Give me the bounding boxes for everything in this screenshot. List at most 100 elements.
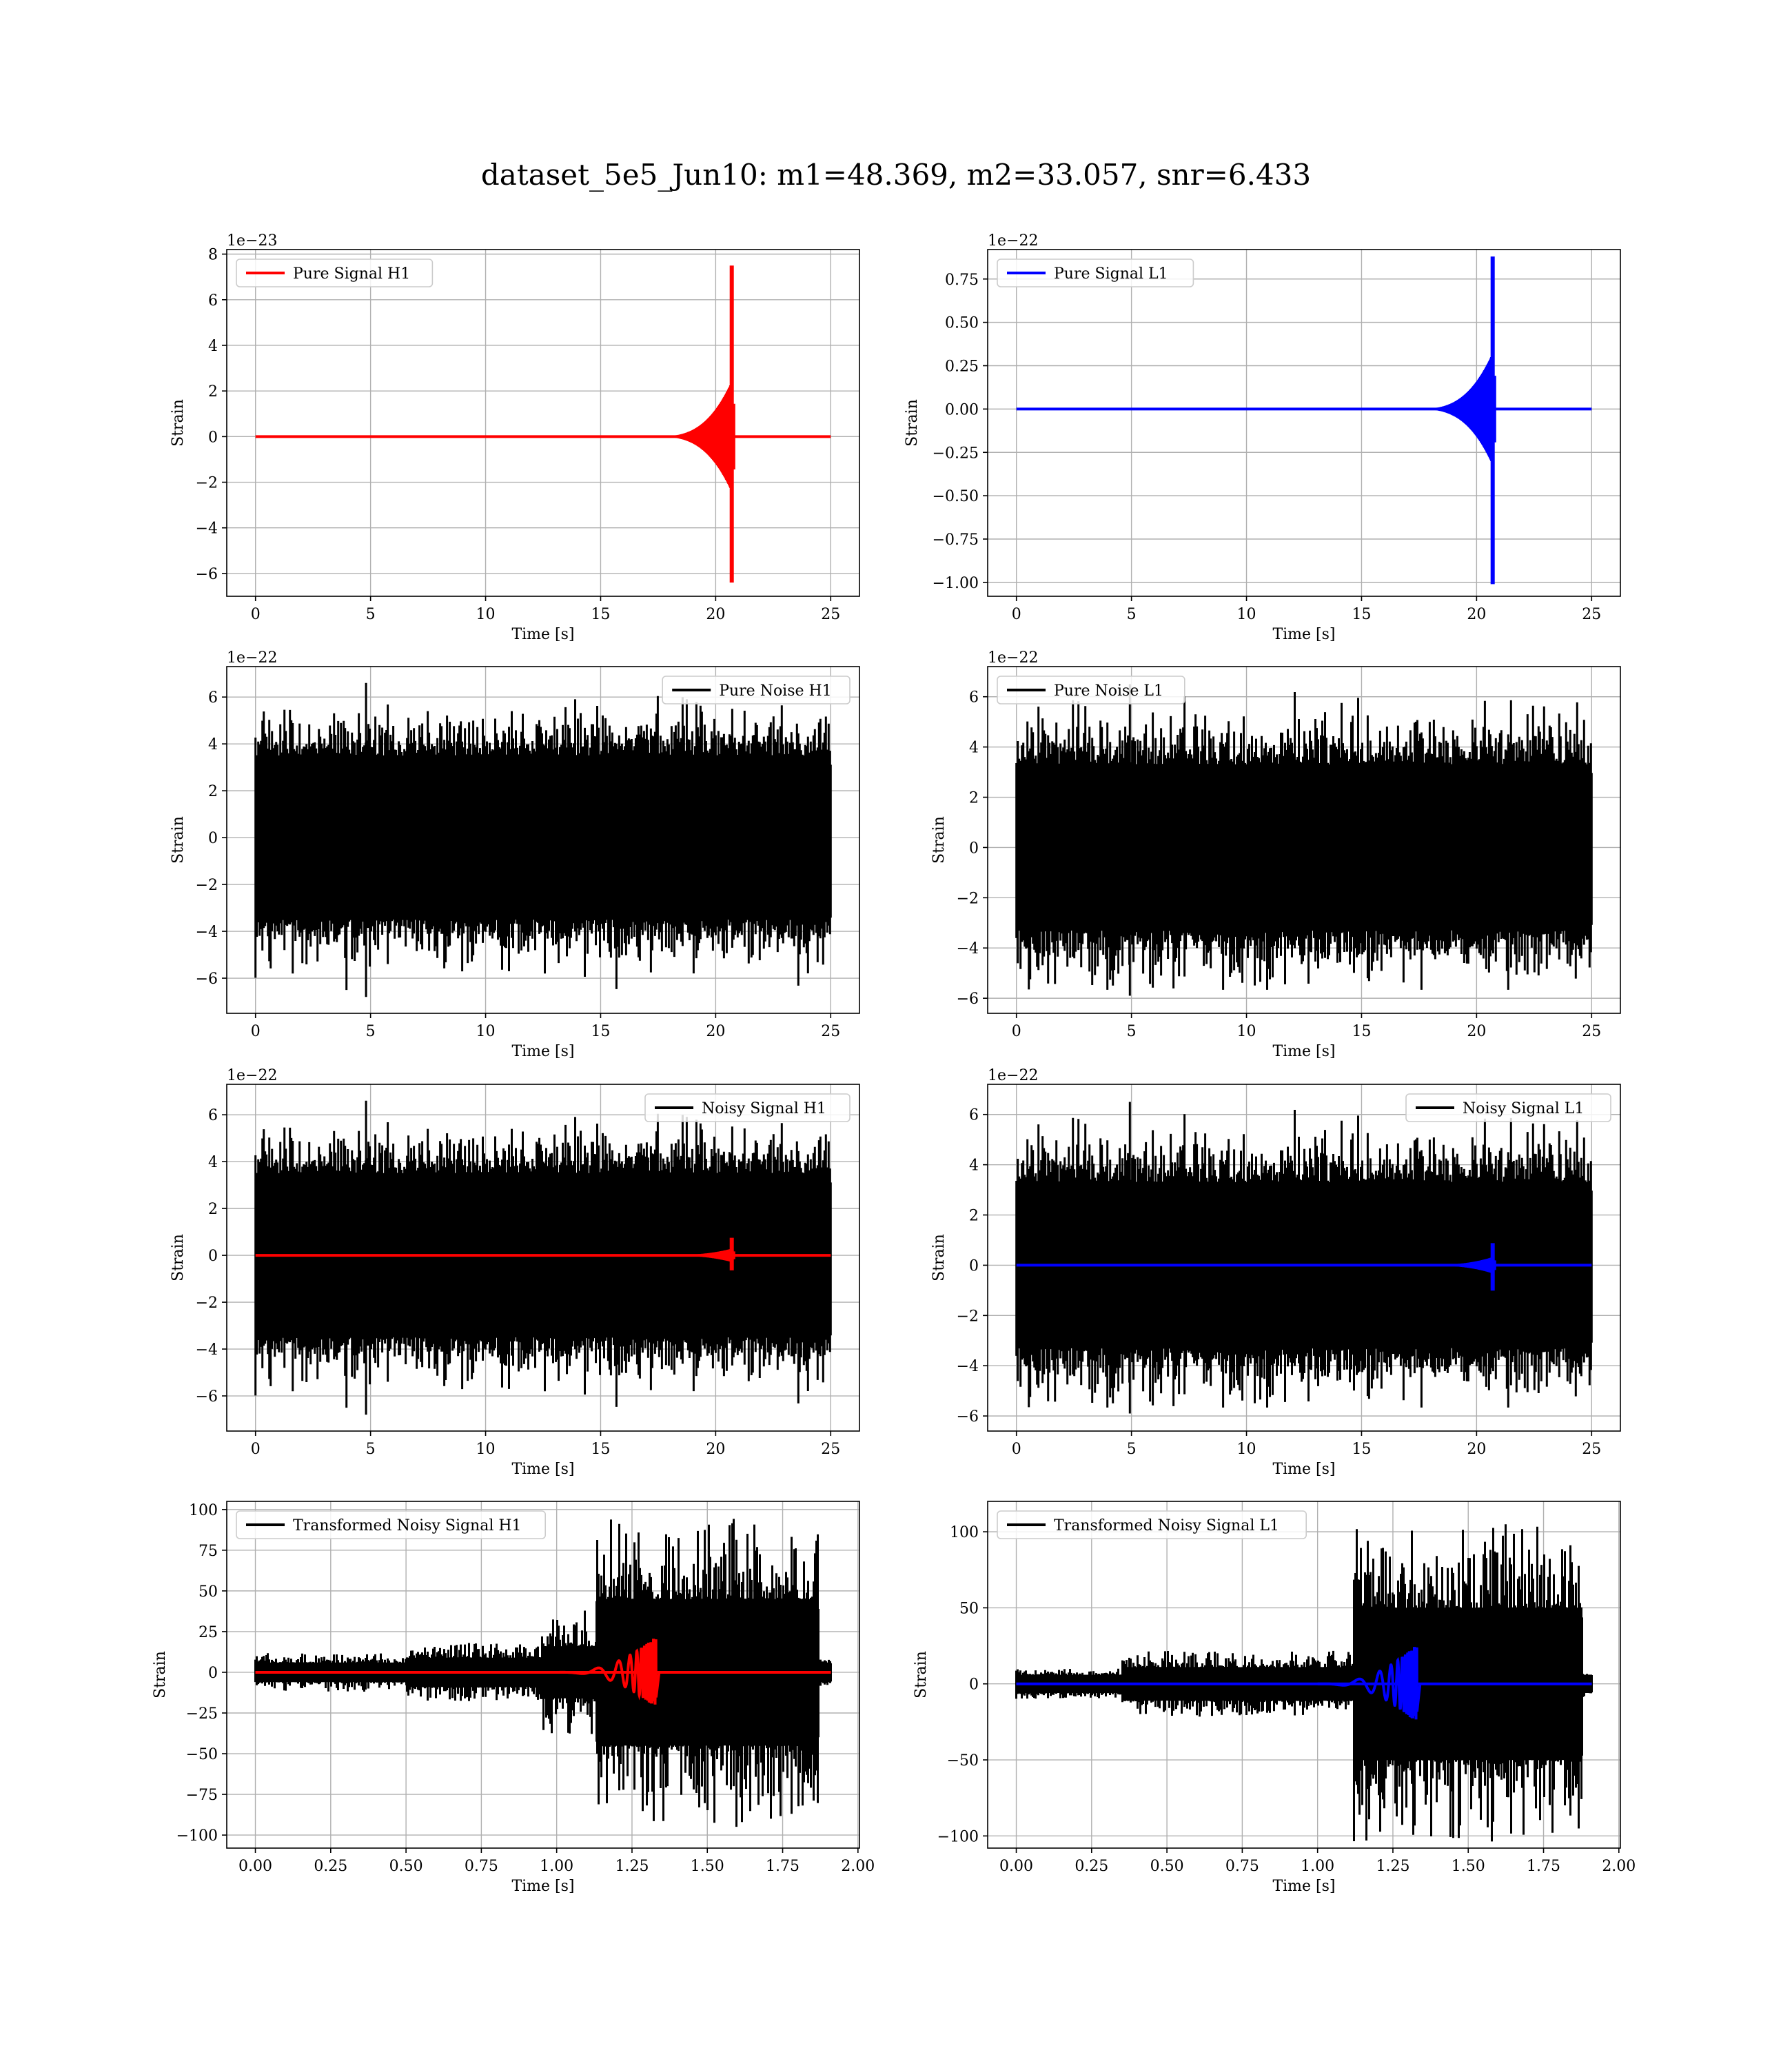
x-axis-label: Time [s] bbox=[511, 1878, 574, 1895]
plot-area bbox=[1015, 684, 1593, 996]
x-tick-label: 15 bbox=[1352, 606, 1371, 623]
y-tick-label: 0 bbox=[969, 1676, 979, 1694]
y-tick-label: −2 bbox=[957, 1308, 979, 1325]
y-tick-label: 4 bbox=[208, 1154, 218, 1171]
x-tick-label: 20 bbox=[706, 1023, 725, 1040]
y-tick-label: 100 bbox=[189, 1502, 218, 1519]
y-tick-label: −50 bbox=[947, 1752, 979, 1770]
x-tick-label: 0 bbox=[251, 1023, 261, 1040]
x-axis-label: Time [s] bbox=[1272, 1461, 1335, 1478]
y-tick-label: 0.75 bbox=[945, 272, 979, 289]
y-tick-label: 4 bbox=[969, 740, 979, 757]
x-tick-label: 25 bbox=[821, 606, 840, 623]
y-tick-label: 0.25 bbox=[945, 358, 979, 376]
y-tick-label: −100 bbox=[176, 1827, 218, 1845]
subplot-pure-noise-l1: 0 5 10 15 20 25 −6 −4 −2 0 2 4 6 Time [s] Strain 1e−22 P… bbox=[930, 649, 1621, 1060]
y-tick-label: 6 bbox=[969, 1107, 979, 1124]
x-axis-label: Time [s] bbox=[511, 1461, 574, 1478]
y-tick-label: 2 bbox=[969, 790, 979, 807]
x-tick-label: 0.25 bbox=[1075, 1858, 1108, 1875]
series-pure-signal-h1 bbox=[654, 265, 735, 583]
y-tick-label: −2 bbox=[196, 877, 218, 894]
x-tick-label: 10 bbox=[1237, 606, 1256, 623]
figure-title: dataset_5e5_Jun10: m1=48.369, m2=33.057,… bbox=[481, 158, 1311, 192]
y-tick-label: −100 bbox=[937, 1828, 979, 1845]
x-axis-label: Time [s] bbox=[511, 626, 574, 643]
x-tick-label: 5 bbox=[366, 1023, 376, 1040]
legend: Pure Signal H1 bbox=[236, 258, 434, 287]
y-tick-label: −6 bbox=[957, 991, 979, 1008]
y-tick-label: −4 bbox=[196, 1341, 218, 1359]
x-tick-label: 0.25 bbox=[314, 1858, 347, 1875]
y-tick-label: 0 bbox=[208, 1248, 218, 1265]
y-tick-label: 2 bbox=[208, 1201, 218, 1218]
x-tick-label: 20 bbox=[1467, 1023, 1486, 1040]
y-axis-label: Strain bbox=[913, 1651, 930, 1699]
y-tick-label: −0.25 bbox=[933, 445, 979, 462]
y-axis-label: Strain bbox=[170, 816, 187, 864]
series-noisy-signal-l1 bbox=[1015, 1102, 1593, 1414]
legend-box bbox=[997, 1510, 1307, 1539]
y-tick-label: 6 bbox=[208, 292, 218, 310]
x-tick-label: 20 bbox=[706, 606, 725, 623]
subplot-pure-signal-l1: 0 5 10 15 20 25 −1.00 −0.75 −0.50 −0.25 0.00 0.25 0.… bbox=[904, 232, 1621, 643]
y-tick-label: −75 bbox=[186, 1787, 218, 1804]
y-tick-label: 6 bbox=[208, 1107, 218, 1124]
axis-offset-text: 1e−22 bbox=[227, 1067, 277, 1084]
legend-box bbox=[662, 676, 851, 704]
y-tick-label: 0 bbox=[208, 429, 218, 446]
axis-offset-text: 1e−22 bbox=[988, 1067, 1038, 1084]
plot-area bbox=[1016, 256, 1592, 585]
x-tick-label: 15 bbox=[591, 606, 610, 623]
x-tick-label: 25 bbox=[1582, 1023, 1601, 1040]
x-tick-label: 15 bbox=[591, 1441, 610, 1458]
y-tick-label: 25 bbox=[198, 1624, 218, 1641]
legend-label: Pure Noise L1 bbox=[1054, 682, 1163, 700]
legend: Transformed Noisy Signal H1 bbox=[236, 1510, 547, 1539]
y-tick-label: −6 bbox=[196, 1388, 218, 1406]
x-tick-label: 25 bbox=[821, 1023, 840, 1040]
y-tick-label: −4 bbox=[196, 924, 218, 941]
y-tick-label: 4 bbox=[208, 736, 218, 753]
x-tick-label: 0.50 bbox=[1150, 1858, 1184, 1875]
y-tick-label: 0.00 bbox=[945, 401, 979, 418]
x-tick-label: 15 bbox=[1352, 1023, 1371, 1040]
x-tick-label: 1.75 bbox=[766, 1858, 800, 1875]
legend: Noisy Signal H1 bbox=[644, 1093, 851, 1122]
x-tick-label: 5 bbox=[366, 1441, 376, 1458]
axes-frame bbox=[226, 1501, 860, 1849]
x-axis-label: Time [s] bbox=[1272, 626, 1335, 643]
y-tick-label: 6 bbox=[208, 689, 218, 707]
y-tick-label: −4 bbox=[957, 940, 979, 957]
y-tick-label: −6 bbox=[196, 566, 218, 583]
axes-frame bbox=[987, 1084, 1621, 1432]
x-tick-label: 10 bbox=[476, 1441, 496, 1458]
plot-area bbox=[254, 1100, 832, 1415]
x-tick-label: 0.00 bbox=[999, 1858, 1033, 1875]
x-tick-label: 2.00 bbox=[1602, 1858, 1636, 1875]
x-tick-label: 1.75 bbox=[1527, 1858, 1560, 1875]
y-tick-label: 0 bbox=[969, 1257, 979, 1275]
plot-area bbox=[1015, 1102, 1593, 1414]
legend-label: Pure Signal H1 bbox=[293, 265, 410, 283]
legend-label: Transformed Noisy Signal L1 bbox=[1054, 1517, 1279, 1534]
series-pure-signal-l1 bbox=[1418, 256, 1496, 585]
x-tick-label: 0 bbox=[1012, 606, 1021, 623]
x-tick-label: 10 bbox=[476, 606, 496, 623]
legend: Transformed Noisy Signal L1 bbox=[997, 1510, 1307, 1539]
plot-area bbox=[1015, 1524, 1593, 1842]
y-axis-label: Strain bbox=[152, 1651, 169, 1699]
legend-box bbox=[997, 258, 1194, 287]
plot-area bbox=[255, 265, 831, 583]
x-tick-label: 25 bbox=[1582, 606, 1601, 623]
x-tick-label: 5 bbox=[1127, 606, 1137, 623]
axes-frame bbox=[987, 1501, 1621, 1849]
y-axis-label: Strain bbox=[170, 399, 187, 447]
x-tick-label: 20 bbox=[1467, 606, 1486, 623]
y-tick-label: 50 bbox=[959, 1600, 979, 1617]
axes-frame bbox=[226, 249, 860, 597]
legend-label: Pure Signal L1 bbox=[1054, 265, 1168, 283]
y-tick-label: 0 bbox=[208, 830, 218, 847]
y-tick-label: 0 bbox=[208, 1665, 218, 1682]
